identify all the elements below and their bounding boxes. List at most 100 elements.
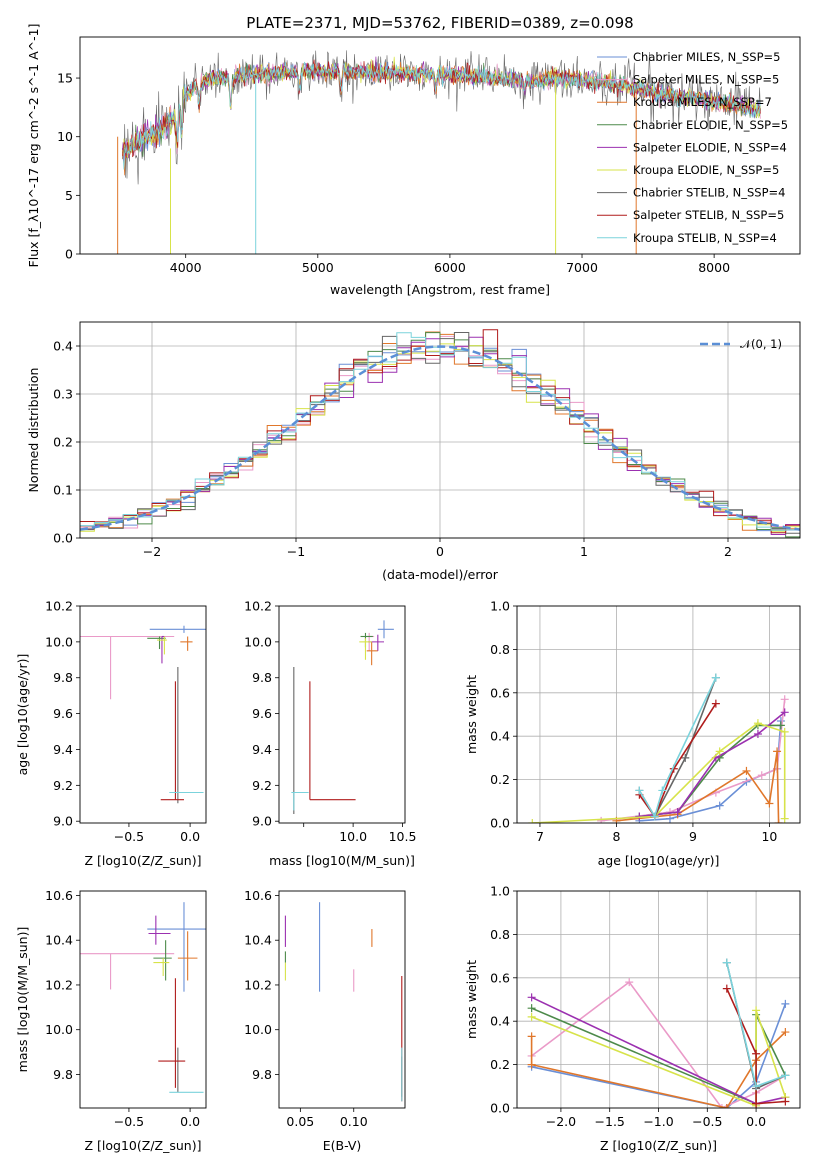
legend-entry: Salpeter STELIB, N_SSP=5: [633, 208, 784, 222]
y-tick-label: 1.0: [490, 599, 510, 614]
weight-line: [531, 980, 786, 1108]
y-tick-label: 9.0: [252, 814, 272, 829]
weight-marker: [757, 771, 766, 780]
x-tick-label: 8000: [698, 260, 730, 275]
y-tick-label: 10.2: [244, 599, 272, 614]
weight-marker: [781, 1028, 790, 1037]
weight-marker: [650, 812, 659, 821]
weight-marker: [711, 673, 720, 682]
weight-marker: [527, 993, 536, 1002]
x-tick-label: 0: [436, 544, 444, 559]
y-tick-label: 0.4: [490, 1014, 510, 1029]
y-axis-label: Normed distribution: [26, 368, 41, 493]
y-tick-label: 9.8: [252, 1067, 272, 1082]
y-tick-label: 10.2: [244, 977, 272, 992]
spectrum-axis: 4000 5000 6000 7000 8000 0 5 10 15: [57, 71, 730, 275]
legend-entry: Kroupa STELIB, N_SSP=4: [633, 231, 777, 245]
y-axis-label: mass weight: [464, 960, 479, 1039]
weight-marker: [722, 984, 731, 993]
y-tick-label: 9.4: [53, 742, 73, 757]
histogram-step: [80, 332, 800, 531]
x-axis-label: age [log10(age/yr)]: [598, 853, 720, 868]
spectrum-frame: [79, 36, 801, 255]
x-tick-label: 10.5: [389, 829, 417, 844]
y-tick-label: 10.4: [244, 933, 272, 948]
spectrum-series-line: [122, 61, 761, 170]
x-tick-label: −0.5: [692, 1114, 722, 1129]
massweight-vs-Z-axes: −2.0 −1.5 −1.0 −0.5 0.0 0.0 0.2 0.4 0.6 0.8 1.0 Z […: [464, 884, 801, 1153]
y-tick-label: 0.0: [490, 816, 510, 831]
y-tick-label: 10.0: [244, 1022, 272, 1037]
weight-marker: [715, 747, 724, 756]
legend-entry: Salpeter ELODIE, N_SSP=4: [633, 140, 787, 154]
y-tick-label: 10.0: [45, 1022, 73, 1037]
x-axis-label: wavelength [Angstrom, rest frame]: [330, 282, 550, 297]
y-tick-label: 9.0: [53, 814, 73, 829]
weight-marker: [780, 727, 789, 736]
x-tick-label: 0.0: [746, 1114, 766, 1129]
y-axis-label: mass [log10(M/M_sun)]: [15, 927, 30, 1073]
x-tick-label: 0.10: [340, 1114, 368, 1129]
age-vs-Z-plot-area: [80, 625, 206, 804]
mass-vs-Z-frame: [79, 890, 207, 1109]
y-tick-label: 1.0: [490, 884, 510, 899]
weight-marker: [774, 819, 783, 823]
legend-entry: Chabrier STELIB, N_SSP=4: [633, 186, 785, 200]
x-tick-label: 4000: [170, 260, 202, 275]
x-tick-label: −1: [287, 544, 305, 559]
legend-entry: Chabrier ELODIE, N_SSP=5: [633, 118, 788, 132]
y-tick-label: 0.6: [490, 970, 510, 985]
x-tick-label: 7000: [566, 260, 598, 275]
y-tick-label: 9.8: [53, 670, 73, 685]
x-tick-label: 5000: [302, 260, 334, 275]
x-tick-label: 8: [612, 829, 620, 844]
weight-marker: [776, 721, 785, 730]
y-tick-label: 0.6: [490, 685, 510, 700]
weight-line: [531, 1003, 787, 1108]
weight-marker: [780, 695, 789, 704]
y-tick-label: 9.4: [252, 742, 272, 757]
age-vs-Z-frame: [79, 605, 207, 824]
weight-marker: [781, 1097, 790, 1106]
weight-marker: [597, 816, 606, 823]
legend-entry: Chabrier MILES, N_SSP=5: [633, 50, 780, 64]
y-tick-label: 0.2: [490, 772, 510, 787]
x-axis-label: mass [log10(M/M_sun)]: [269, 853, 415, 868]
weight-marker: [722, 1104, 731, 1108]
age-vs-Z-axis: −0.5 0.0 9.0 9.2 9.4 9.6 9.8 10.0 10.2: [45, 599, 200, 845]
x-tick-label: −2.0: [546, 1114, 576, 1129]
weight-marker: [753, 730, 762, 739]
age-vs-mass-axis: 10.0 10.5 9.0 9.2 9.4 9.6 9.8 10.0 10.2: [244, 599, 416, 845]
weight-marker: [742, 766, 751, 775]
x-axis-label: Z [log10(Z/Z_sun)]: [600, 1138, 717, 1153]
x-axis-label: Z [log10(Z/Z_sun)]: [85, 1138, 202, 1153]
weight-line: [530, 1031, 786, 1108]
weight-marker: [753, 719, 762, 728]
mass-vs-Z-axes: −0.5 0.0 9.8 10.0 10.2 10.4 10.6 Z [log10(Z/Z_s…: [15, 888, 207, 1153]
y-tick-label: 10.2: [45, 599, 73, 614]
x-tick-label: 10.0: [339, 829, 367, 844]
y-axis-label: Flux [f_λ10^-17 erg cm^-2 s^-1 A^-1]: [26, 24, 41, 268]
x-tick-label: 9: [689, 829, 697, 844]
x-tick-label: −0.5: [114, 1114, 144, 1129]
y-tick-label: 0.0: [53, 531, 73, 546]
y-axis-label: mass weight: [464, 675, 479, 754]
weight-line: [638, 677, 717, 819]
y-tick-label: 0.8: [490, 927, 510, 942]
y-tick-label: 0.1: [53, 483, 73, 498]
weight-marker: [527, 1012, 536, 1021]
x-tick-label: 6000: [434, 260, 466, 275]
age-vs-mass-frame: [278, 605, 406, 824]
y-tick-label: 9.2: [53, 778, 73, 793]
weight-marker: [765, 799, 774, 808]
weight-marker: [780, 814, 789, 823]
weight-marker: [635, 786, 644, 795]
residual-histogram-plot-area: [80, 329, 800, 538]
x-tick-label: 10: [761, 829, 777, 844]
massweight-vs-Z-axis: −2.0 −1.5 −1.0 −0.5 0.0 0.0 0.2 0.4 0.6 0.8 1.0: [490, 884, 766, 1130]
mass-vs-EBV-axis: 0.05 0.10 9.8 10.0 10.2 10.4 10.6: [244, 888, 368, 1129]
y-tick-label: 0.3: [53, 387, 73, 402]
y-tick-label: 0.4: [490, 729, 510, 744]
x-axis-label: E(B-V): [323, 1138, 362, 1153]
